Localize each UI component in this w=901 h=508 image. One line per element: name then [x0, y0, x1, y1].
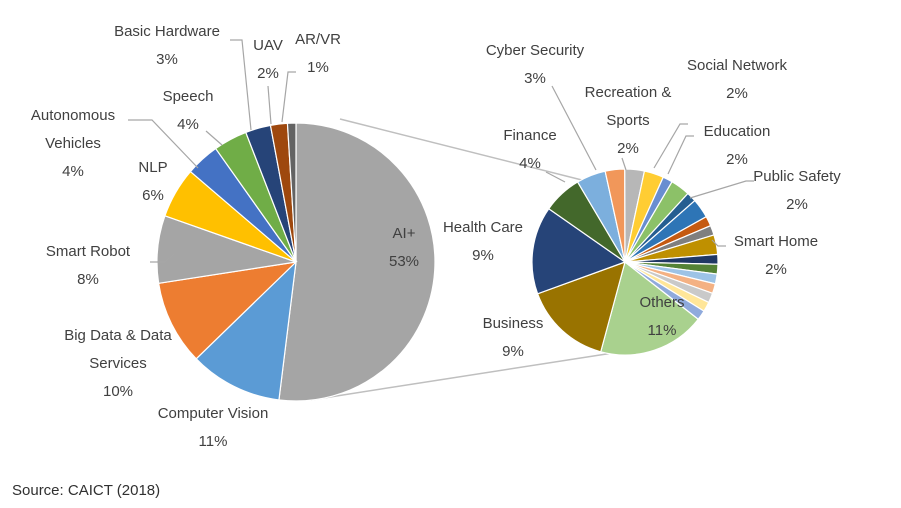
breakdown-pie-label-education-name: Education: [704, 123, 771, 140]
breakdown-pie-label-finance-leader: [545, 171, 566, 183]
breakdown-pie-label-education-value: 2%: [726, 151, 748, 168]
main-pie-label-smart-robot-value: 8%: [77, 271, 99, 288]
breakdown-pie-label-education-leader: [667, 135, 694, 175]
source-note: Source: CAICT (2018): [12, 482, 161, 499]
breakdown-pie-label-public-safety-name: Public Safety: [753, 168, 841, 185]
breakdown-pie-slice-business: [536, 261, 626, 353]
breakdown-pie-label-cyber-security-name: Cyber Security: [486, 42, 585, 59]
main-pie-label-computer-vision-name: Computer Vision: [158, 405, 269, 422]
breakdown-pie-label-health-care-value: 9%: [472, 247, 494, 264]
main-pie-label-nlp-name: NLP: [138, 159, 167, 176]
breakdown-pie-slice-health-care: [531, 207, 627, 295]
breakdown-pie-label-cyber-security-value: 3%: [524, 70, 546, 87]
breakdown-pie-label-public-safety-value: 2%: [786, 196, 808, 213]
breakdown-pie-label-recreation-and-sports-leader: [621, 157, 627, 171]
breakdown-pie-slice-minor-21: [624, 261, 705, 321]
main-pie-label-uav-leader: [267, 85, 272, 125]
main-pie-label-speech-name: Speech: [163, 88, 214, 105]
breakdown-pie-label-public-safety-leader: [689, 180, 754, 199]
breakdown-pie-label-cyber-security-leader: [551, 85, 597, 171]
main-pie-label-ar-vr-name: AR/VR: [295, 31, 341, 48]
main-pie-label-big-data-and-data-services-name-1: Big Data & Data: [64, 327, 172, 344]
main-pie-label-autonomous-vehicles-name-2: Vehicles: [45, 135, 101, 152]
breakdown-pie: [531, 168, 719, 356]
main-pie-label-ar-vr-value: 1%: [307, 59, 329, 76]
breakdown-pie-label-finance-name: Finance: [503, 127, 556, 144]
main-pie-label-autonomous-vehicles-value: 4%: [62, 163, 84, 180]
main-pie-label-uav-value: 2%: [257, 65, 279, 82]
main-pie-label-big-data-and-data-services-value: 10%: [103, 383, 133, 400]
main-pie-label-computer-vision-value: 11%: [199, 433, 228, 450]
connector-line-top: [339, 118, 582, 181]
main-pie: [156, 122, 436, 402]
main-pie-label-basic-hardware-value: 3%: [156, 51, 178, 68]
main-pie-label-uav-name: UAV: [253, 37, 283, 54]
data-labels: AI+ 53% Computer Vision 11% Big Data & Data S…: [31, 23, 841, 450]
breakdown-pie-label-business-name: Business: [483, 315, 544, 332]
breakdown-pie-label-smart-home-leader: [711, 239, 726, 247]
main-pie-slice-ar-vr: [286, 122, 297, 263]
main-pie-slice-big-data-and-data-services: [157, 261, 298, 360]
main-pie-slice-ai: [278, 122, 436, 402]
main-pie-label-ai-value: 53%: [389, 253, 419, 270]
breakdown-pie-slice-others: [600, 260, 700, 356]
breakdown-pie-label-finance-value: 4%: [519, 155, 541, 172]
main-pie-label-big-data-and-data-services-name-2: Services: [89, 355, 147, 372]
breakdown-pie-label-health-care-name: Health Care: [443, 219, 523, 236]
main-pie-label-nlp-value: 6%: [142, 187, 164, 204]
breakdown-pie-label-recreation-and-sports-value: 2%: [617, 140, 639, 157]
breakdown-pie-label-smart-home-name: Smart Home: [734, 233, 818, 250]
connector-lines: [310, 118, 609, 401]
breakdown-pie-label-recreation-and-sports-name-2: Sports: [606, 112, 649, 129]
leader-lines: [128, 39, 754, 263]
breakdown-pie-label-smart-home-value: 2%: [765, 261, 787, 278]
main-pie-label-ai-name: AI+: [393, 225, 416, 242]
main-pie-label-ar-vr-leader: [281, 71, 296, 123]
main-pie-label-speech-value: 4%: [177, 116, 199, 133]
breakdown-pie-label-social-network-value: 2%: [726, 85, 748, 102]
main-pie-label-basic-hardware-leader: [230, 39, 252, 131]
main-pie-label-smart-robot-leader: [150, 253, 175, 263]
main-pie-slice-computer-vision: [195, 260, 297, 401]
main-pie-label-autonomous-vehicles-leader: [128, 119, 199, 169]
breakdown-pie-label-others-value: 11%: [648, 322, 677, 339]
breakdown-pie-label-social-network-name: Social Network: [687, 57, 788, 74]
main-pie-label-autonomous-vehicles-name-1: Autonomous: [31, 107, 115, 124]
breakdown-pie-label-recreation-and-sports-name-1: Recreation &: [585, 84, 672, 101]
main-pie-label-basic-hardware-name: Basic Hardware: [114, 23, 220, 40]
connector-line-bottom: [310, 352, 609, 401]
breakdown-pie-label-others-name: Others: [639, 294, 684, 311]
breakdown-pie-label-business-value: 9%: [502, 343, 524, 360]
main-pie-label-smart-robot-name: Smart Robot: [46, 243, 131, 260]
breakdown-pie-label-social-network-leader: [653, 123, 688, 169]
main-pie-label-speech-leader: [205, 130, 223, 146]
